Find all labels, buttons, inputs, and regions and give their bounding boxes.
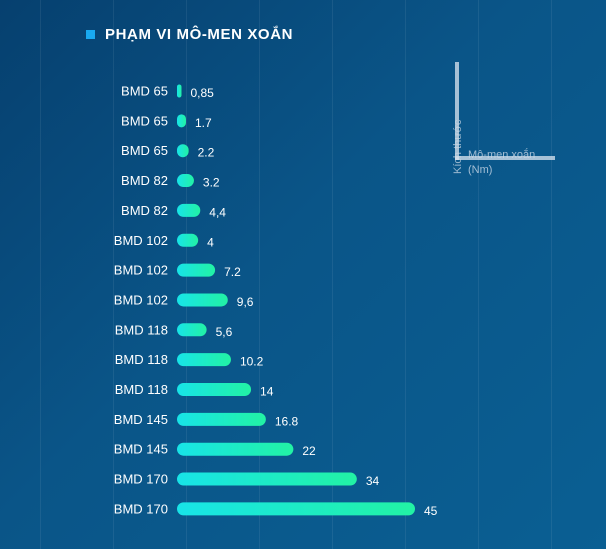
bar (177, 353, 231, 367)
chart-header: PHẠM VI MÔ-MEN XOẮN (86, 26, 293, 43)
bar (177, 412, 266, 426)
bar (177, 203, 201, 217)
value-label: 22 (302, 444, 316, 458)
category-label: BMD 102 (114, 292, 168, 307)
legend-x-label: Mô-men xoắn (Nm) (468, 149, 536, 176)
bar (177, 263, 216, 277)
bar (177, 293, 228, 307)
category-label: BMD 170 (114, 501, 168, 516)
value-label: 0,85 (190, 86, 214, 100)
value-label: 5,6 (216, 325, 233, 339)
category-label: BMD 102 (114, 233, 168, 248)
category-label: BMD 145 (114, 412, 168, 427)
bar (177, 442, 294, 456)
category-label: BMD 118 (115, 382, 168, 397)
value-label: 1.7 (195, 116, 212, 130)
category-label: BMD 82 (121, 173, 168, 188)
category-label: BMD 65 (121, 84, 168, 99)
chart-title: PHẠM VI MÔ-MEN XOẮN (105, 26, 294, 43)
value-label: 3.2 (203, 176, 220, 190)
category-label: BMD 170 (114, 472, 168, 487)
category-label: BMD 118 (115, 352, 168, 367)
value-label: 9,6 (237, 295, 254, 309)
value-label: 7.2 (224, 265, 241, 279)
value-label: 14 (260, 385, 274, 399)
value-label: 10.2 (240, 355, 264, 369)
category-label: BMD 65 (121, 113, 168, 128)
bar (177, 114, 186, 128)
value-label: 4,4 (209, 205, 226, 219)
category-label: BMD 145 (114, 442, 168, 457)
axis-legend: Kích thước Mô-men xoắn (Nm) (452, 62, 555, 176)
bar (177, 174, 194, 188)
value-label: 16.8 (275, 414, 299, 428)
bar (177, 144, 189, 158)
bar (177, 502, 415, 516)
value-label: 34 (366, 474, 380, 488)
bar (177, 84, 182, 98)
bar (177, 233, 199, 247)
legend-horizontal-axis (455, 156, 555, 160)
legend-vertical-axis (455, 62, 459, 160)
category-label: BMD 118 (115, 322, 168, 337)
bar (177, 472, 357, 486)
value-label: 4 (207, 235, 214, 249)
value-label: 45 (424, 504, 438, 518)
bar (177, 383, 252, 396)
category-label: BMD 65 (121, 143, 168, 158)
category-label: BMD 102 (114, 263, 168, 278)
value-label: 2.2 (198, 146, 215, 160)
bar (177, 323, 207, 337)
category-label: BMD 82 (121, 203, 168, 218)
title-marker (86, 30, 95, 39)
